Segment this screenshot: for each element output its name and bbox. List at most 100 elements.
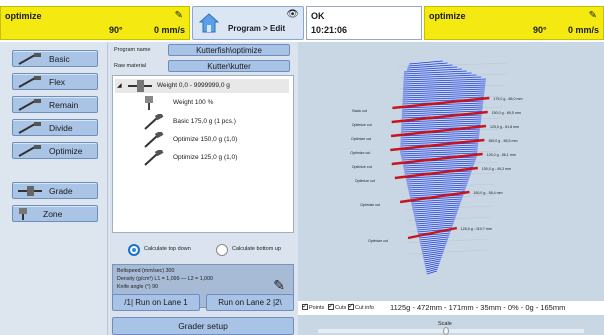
program-name-button[interactable]: Kutterfish\optimize xyxy=(168,44,290,56)
scan-line xyxy=(400,150,478,155)
pencil-icon[interactable]: ✎ xyxy=(174,10,183,21)
scan-line xyxy=(411,202,461,207)
cut-left-label: Optimize cut xyxy=(368,239,388,243)
expand-icon[interactable]: ◢ xyxy=(117,83,122,89)
scan-line xyxy=(401,110,483,115)
sidebar-item-optimize[interactable]: Optimize xyxy=(12,142,98,159)
scan-line xyxy=(401,118,482,123)
status-state: OK xyxy=(311,11,325,21)
tree-row-label: Weight 0,0 - 9999999,0 g xyxy=(157,82,230,89)
grader-setup-button[interactable]: Grader setup xyxy=(112,317,294,335)
scan-line xyxy=(400,134,480,139)
tree-row-optimize-125[interactable]: Optimize 125,0 g (1,0) xyxy=(143,150,283,166)
sidebar-item-flex[interactable]: Flex xyxy=(12,73,98,90)
scan-line xyxy=(412,206,460,211)
run-on-lane-1-button[interactable]: /1| Run on Lane 1 xyxy=(112,294,200,311)
scan-line xyxy=(422,250,444,255)
sidebar-item-label: Flex xyxy=(49,77,66,87)
scan-line xyxy=(400,138,479,143)
cut-info-label: Cut info xyxy=(355,305,374,311)
sidebar-item-remain[interactable]: Remain xyxy=(12,96,98,113)
scan-line xyxy=(426,268,438,273)
scan-line xyxy=(403,70,467,75)
scan-line xyxy=(424,260,441,265)
fish-visualization[interactable]: Basic cut 175,0 g - 86,0 mm Optimize cut 15… xyxy=(298,42,604,335)
scan-line xyxy=(400,132,480,137)
pencil-icon[interactable]: ✎ xyxy=(588,10,597,21)
left-program-title: optimize xyxy=(5,11,42,21)
scan-line xyxy=(423,256,442,261)
sidebar-item-grade[interactable]: Grade xyxy=(12,182,98,199)
scan-line xyxy=(413,210,458,215)
scan-line xyxy=(403,84,486,89)
program-name-label: Program name xyxy=(114,47,151,53)
scan-line xyxy=(411,200,462,205)
scan-line xyxy=(403,72,472,77)
scan-line xyxy=(420,240,448,245)
scan-line xyxy=(419,238,449,243)
cut-left-label: Optimize cut xyxy=(351,137,371,141)
scan-line xyxy=(400,152,478,157)
scan-line xyxy=(410,198,463,203)
fish-summary-text: 1125g - 472mm - 171mm - 35mm - 0% - 0g -… xyxy=(390,303,566,312)
scan-line xyxy=(414,214,457,219)
tree-row-weight-range[interactable]: ◢ Weight 0,0 - 9999999,0 g xyxy=(115,79,289,93)
scan-line xyxy=(403,86,486,91)
tree-row-optimize-150[interactable]: Optimize 150,0 g (1,0) xyxy=(143,132,283,148)
points-label: Points xyxy=(309,305,325,311)
scan-line xyxy=(402,106,483,111)
scan-line xyxy=(402,94,485,99)
cut-left-label: Basic cut xyxy=(352,109,367,113)
scan-line xyxy=(424,258,442,263)
tree-row-weight-percent[interactable]: Weight 100 % xyxy=(143,96,283,110)
scan-line xyxy=(414,216,456,221)
left-program-panel[interactable]: optimize ✎ 90° 0 mm/s xyxy=(0,6,190,40)
scan-line xyxy=(422,252,444,257)
scale-slider-thumb[interactable] xyxy=(443,327,449,335)
right-program-panel[interactable]: optimize ✎ 90° 0 mm/s xyxy=(424,6,604,40)
cut-info-checkbox[interactable]: Cut info xyxy=(348,302,374,311)
grid-line xyxy=(397,62,509,68)
scale-slider[interactable] xyxy=(318,327,584,335)
scan-line xyxy=(402,88,485,93)
scan-line xyxy=(424,262,440,267)
program-editor-panel: Program name Kutterfish\optimize Raw mat… xyxy=(108,42,298,335)
knife-icon xyxy=(144,132,164,148)
calculate-top-down-radio[interactable] xyxy=(128,244,140,256)
edit-settings-pencil-icon[interactable]: ✎ xyxy=(273,277,285,293)
scan-line xyxy=(407,64,453,69)
scan-line xyxy=(421,248,445,253)
sidebar-item-zone[interactable]: Zone xyxy=(12,205,98,222)
scan-line xyxy=(423,254,443,259)
tree-row-label: Optimize 125,0 g (1,0) xyxy=(173,154,238,161)
points-check-icon xyxy=(302,302,308,310)
scan-line xyxy=(420,242,447,247)
grid-line xyxy=(406,216,492,222)
program-tree[interactable]: ◢ Weight 0,0 - 9999999,0 g Weight 100 % … xyxy=(112,75,294,233)
scan-line xyxy=(405,174,471,179)
scan-line xyxy=(426,270,437,275)
scan-line xyxy=(425,264,439,269)
points-checkbox[interactable]: Points xyxy=(302,302,325,311)
cut-info-check-icon xyxy=(348,302,354,310)
scan-line xyxy=(425,266,439,271)
status-time: 10:21:06 xyxy=(311,25,348,35)
scan-line xyxy=(407,182,468,187)
tree-row-basic[interactable]: Basic 175,0 g (1 pcs.) xyxy=(143,114,283,130)
program-edit-nav-button[interactable]: Program > Edit 👁 xyxy=(192,6,304,40)
scan-line xyxy=(414,212,458,217)
cut-line xyxy=(399,190,470,204)
cut-right-label: 150,0 g - 49,3 mm xyxy=(482,167,511,171)
run-on-lane-2-button[interactable]: Run on Lane 2 |2\ xyxy=(206,294,294,311)
eye-icon[interactable]: 👁 xyxy=(286,9,299,20)
calculate-bottom-up-radio[interactable] xyxy=(216,244,228,256)
sidebar-item-basic[interactable]: Basic xyxy=(12,50,98,67)
cuts-checkbox[interactable]: Cuts xyxy=(328,302,346,311)
raw-material-button[interactable]: Kutter\kutter xyxy=(168,60,290,72)
cut-right-label: 150,0 g - 58,5 mm xyxy=(488,139,517,143)
scan-line xyxy=(418,234,450,239)
scan-line xyxy=(406,178,470,183)
right-speed: 0 mm/s xyxy=(567,25,599,35)
sidebar-item-divide[interactable]: Divide xyxy=(12,119,98,136)
cut-left-label: Optimize cut xyxy=(360,203,380,207)
